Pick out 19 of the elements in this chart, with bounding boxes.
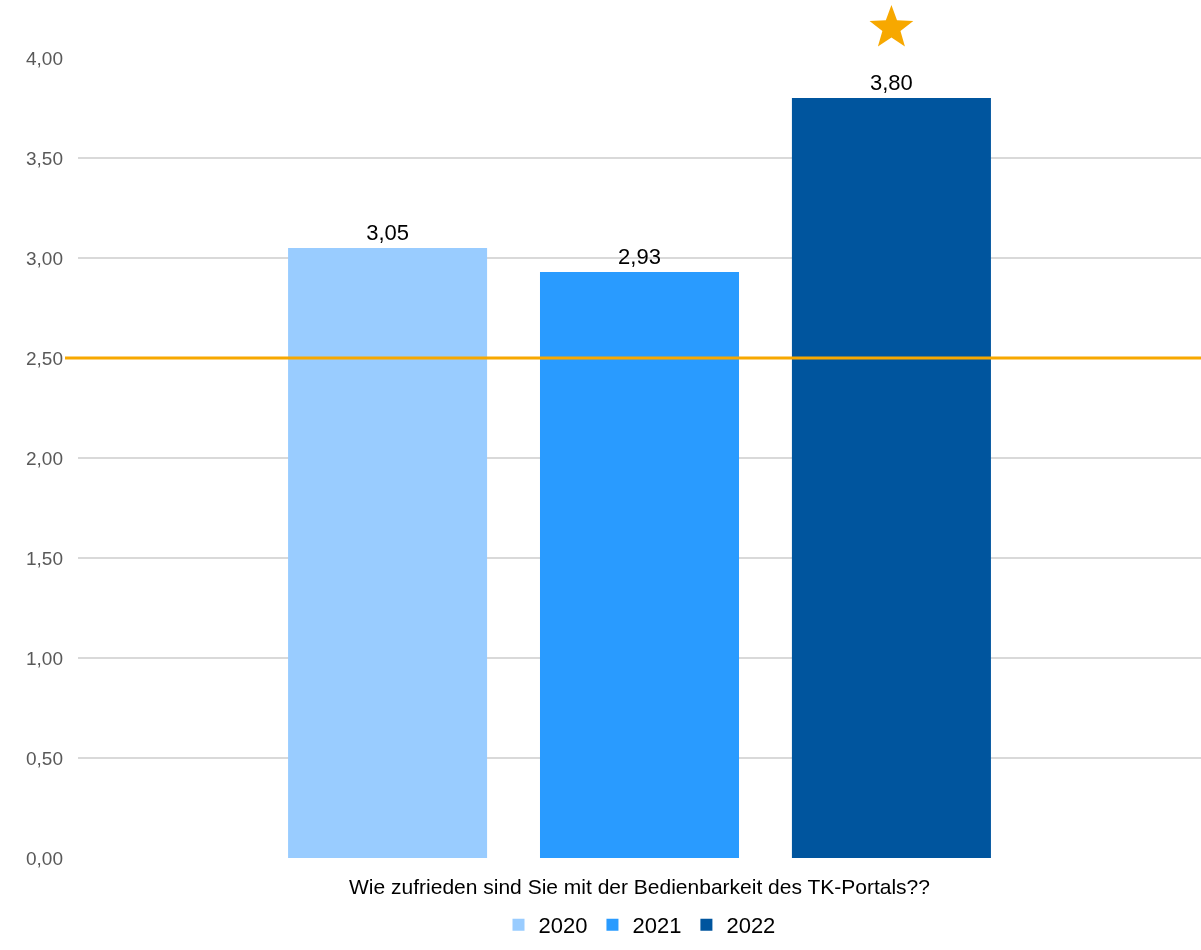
y-tick-label: 2,00 xyxy=(26,447,63,469)
bar xyxy=(791,98,991,858)
y-tick-label: 2,50 xyxy=(26,347,63,369)
legend-label: 2020 xyxy=(538,913,588,939)
data-label: 2,93 xyxy=(618,244,661,269)
data-label: 3,80 xyxy=(870,70,913,95)
y-tick-label: 0,50 xyxy=(26,747,63,769)
y-tick-label: 4,00 xyxy=(26,47,63,69)
bar xyxy=(539,272,740,858)
y-tick-label: 0,00 xyxy=(26,847,63,869)
y-tick-label: 1,00 xyxy=(26,647,63,669)
legend-label: 2021 xyxy=(632,913,682,939)
legend-label: 2022 xyxy=(726,913,776,939)
bar xyxy=(288,248,488,858)
x-tick-label: Wie zufrieden sind Sie mit der Bedienbarkeit des TK-Portals?? xyxy=(349,875,930,898)
y-tick-label: 1,50 xyxy=(26,547,63,569)
y-tick-label: 3,50 xyxy=(26,147,63,169)
data-label: 3,05 xyxy=(366,220,409,245)
y-tick-label: 3,00 xyxy=(26,247,63,269)
